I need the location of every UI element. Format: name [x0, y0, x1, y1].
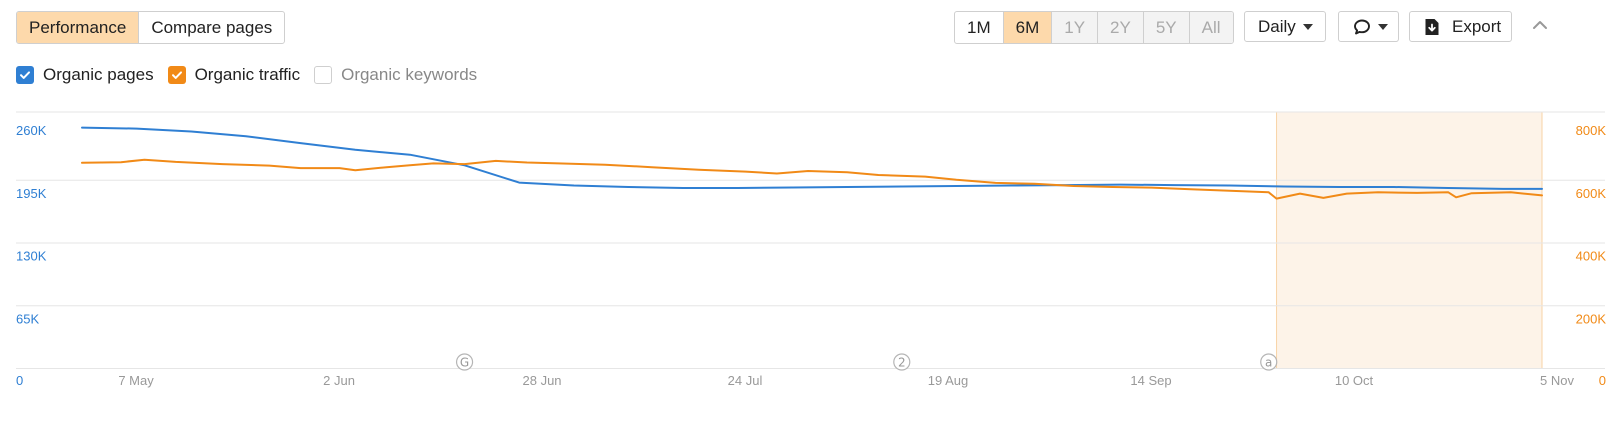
interval-label: Daily: [1258, 17, 1296, 36]
annotation-marker[interactable]: 2: [893, 353, 911, 371]
chevron-up-icon[interactable]: [1530, 15, 1550, 35]
y-left-tick-label: 195K: [16, 186, 47, 201]
y-right-tick-label: 0: [1599, 373, 1606, 388]
y-left-tick-label: 65K: [16, 311, 39, 326]
checkbox-unchecked-icon[interactable]: [314, 66, 333, 84]
date-range-selector: 1M 6M 1Y 2Y 5Y All: [954, 11, 1234, 44]
y-right-tick-label: 200K: [1576, 311, 1607, 326]
chevron-down-icon: [1302, 23, 1313, 30]
x-tick-label: 10 Oct: [1335, 373, 1374, 388]
annotation-label: 2: [898, 356, 906, 370]
y-right-tick-label: 800K: [1576, 123, 1607, 138]
organic-pages-line: [81, 126, 1543, 190]
checkbox-checked-icon[interactable]: [167, 66, 186, 84]
legend-label: Organic keywords: [341, 65, 478, 84]
organic-traffic-line: [81, 158, 1543, 200]
annotation-label: G: [460, 356, 469, 370]
legend-organic-keywords[interactable]: Organic keywords: [314, 65, 477, 85]
x-tick-label: 2 Jun: [323, 373, 355, 388]
annotation-marker[interactable]: G: [455, 353, 474, 371]
annotation-label: a: [1265, 356, 1272, 370]
performance-line-chart: 0 65K 130K 195K 260K 0 200K 400K 600K 800K 7 May 2 …: [16, 111, 1607, 388]
range-6m-button[interactable]: 6M: [1003, 12, 1053, 43]
y-right-tick-label: 600K: [1576, 186, 1607, 201]
y-left-tick-label: 260K: [16, 123, 47, 138]
range-all-button[interactable]: All: [1189, 12, 1233, 43]
tab-compare-pages[interactable]: Compare pages: [151, 18, 273, 37]
y-left-tick-label: 0: [16, 373, 23, 388]
x-tick-label: 19 Aug: [928, 373, 969, 388]
export-label: Export: [1452, 17, 1502, 36]
annotations-dropdown[interactable]: [1338, 11, 1399, 42]
range-2y-button[interactable]: 2Y: [1098, 12, 1144, 43]
x-tick-label: 5 Nov: [1540, 373, 1574, 388]
comment-icon: [1354, 19, 1370, 34]
y-right-tick-label: 400K: [1576, 249, 1607, 264]
export-button[interactable]: Export: [1409, 11, 1512, 42]
legend-label: Organic pages: [43, 65, 154, 84]
range-1y-button[interactable]: 1Y: [1052, 12, 1099, 43]
interval-dropdown[interactable]: Daily: [1244, 11, 1326, 42]
x-tick-label: 7 May: [118, 373, 154, 388]
range-1m-button[interactable]: 1M: [955, 12, 1004, 43]
highlight-period: [1276, 112, 1542, 368]
x-tick-label: 14 Sep: [1130, 373, 1171, 388]
legend-organic-pages[interactable]: Organic pages: [16, 65, 154, 85]
export-icon: [1425, 18, 1439, 35]
annotation-marker[interactable]: a: [1260, 353, 1278, 371]
checkbox-checked-icon[interactable]: [16, 66, 34, 84]
view-tabs: Performance Compare pages: [16, 11, 286, 44]
x-tick-label: 24 Jul: [728, 373, 763, 388]
legend-label: Organic traffic: [194, 65, 301, 84]
range-5y-button[interactable]: 5Y: [1143, 12, 1190, 43]
tab-performance[interactable]: Performance: [17, 12, 140, 43]
y-left-tick-label: 130K: [16, 249, 47, 264]
chevron-down-icon: [1378, 23, 1388, 30]
chart-toolbar: Performance Compare pages 1M 6M 1Y 2Y 5Y…: [16, 11, 1606, 45]
chart-legend: Organic pages Organic traffic Organic ke…: [16, 64, 491, 86]
x-tick-label: 28 Jun: [523, 373, 562, 388]
legend-organic-traffic[interactable]: Organic traffic: [167, 65, 301, 85]
